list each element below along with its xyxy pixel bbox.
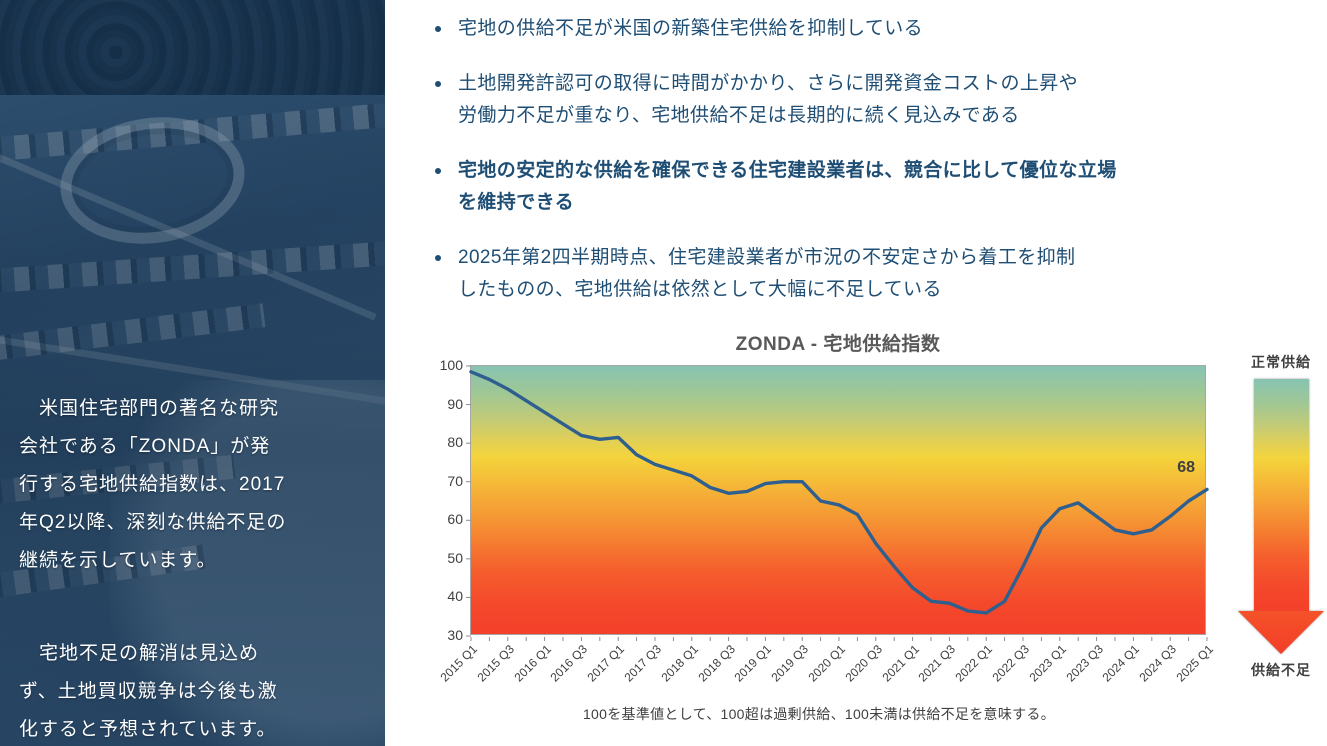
x-axis-label: 2017 Q3 bbox=[621, 642, 664, 685]
x-axis-label: 2015 Q1 bbox=[437, 642, 480, 685]
x-axis-label: 2022 Q1 bbox=[952, 642, 996, 685]
photo-blue-overlay bbox=[0, 0, 385, 746]
x-axis-label: 2025 Q1 bbox=[1173, 642, 1216, 685]
photo-treeline bbox=[0, 0, 385, 95]
x-axis-label: 2023 Q1 bbox=[1026, 642, 1069, 685]
main-content: 宅地の供給不足が米国の新築住宅供給を抑制している 土地開発許認可の取得に時間がか… bbox=[385, 0, 1327, 746]
bullet-icon bbox=[435, 81, 441, 87]
y-axis-label: 90 bbox=[447, 395, 463, 412]
x-axis-label: 2020 Q3 bbox=[842, 642, 885, 685]
end-value-label: 68 bbox=[1177, 459, 1195, 477]
y-axis-label: 30 bbox=[447, 627, 463, 643]
x-axis-label: 2024 Q1 bbox=[1099, 642, 1143, 685]
bullet-icon bbox=[435, 255, 441, 261]
bullet-text: 宅地の供給不足が米国の新築住宅供給を抑制している bbox=[458, 18, 924, 39]
bullet-list: 宅地の供給不足が米国の新築住宅供給を抑制している 土地開発許認可の取得に時間がか… bbox=[432, 13, 1327, 306]
photo-base bbox=[0, 0, 385, 746]
x-axis-label: 2017 Q1 bbox=[584, 642, 628, 685]
bullet-text: 宅地の安定的な供給を確保できる住宅建設業者は、競合に比して優位な立場 を維持でき… bbox=[458, 160, 1117, 213]
x-axis-label: 2024 Q3 bbox=[1136, 642, 1180, 685]
x-axis-labels: 2015 Q1 2015 Q3 2016 Q1 2016 Q3 2017 Q1 2017 … bbox=[437, 635, 1215, 693]
x-axis-label: 2020 Q1 bbox=[805, 642, 848, 685]
y-axis-label: 60 bbox=[447, 511, 463, 528]
bullet-text: 2025年第2四半期時点、住宅建設業者が市況の不安定さから着工を抑制 したものの… bbox=[458, 247, 1076, 300]
x-axis-label: 2018 Q1 bbox=[658, 642, 701, 685]
gradient-arrow-down bbox=[1238, 379, 1324, 654]
sidebar-paragraph-1: 米国住宅部門の著名な研究 会社である「ZONDA」が発 行する宅地供給指数は、2… bbox=[19, 398, 287, 571]
aerial-photo bbox=[0, 0, 385, 746]
y-axis-label: 100 bbox=[439, 357, 463, 373]
x-axis-label: 2019 Q1 bbox=[731, 642, 775, 685]
photo-open-field bbox=[110, 380, 385, 746]
bullet-item: 土地開発許認可の取得に時間がかかり、さらに開発資金コストの上昇や 労働力不足が重… bbox=[432, 68, 1327, 132]
y-axis-label: 80 bbox=[447, 434, 463, 451]
x-axis-label: 2019 Q3 bbox=[768, 642, 812, 685]
line-series bbox=[469, 370, 1209, 615]
x-axis-label: 2018 Q3 bbox=[695, 642, 738, 685]
x-axis-label: 2021 Q3 bbox=[915, 642, 959, 685]
x-axis-label: 2023 Q3 bbox=[1063, 642, 1106, 685]
chart-section: ZONDA - 宅地供給指数 100 90 80 70 60 50 40 30 68 2015… bbox=[432, 329, 1327, 724]
x-axis-label: 2016 Q3 bbox=[547, 642, 591, 685]
y-axis-label: 50 bbox=[447, 549, 463, 566]
legend-top-label: 正常供給 bbox=[1251, 354, 1311, 370]
supply-legend: 正常供給 供給不足 bbox=[1226, 329, 1327, 724]
chart-body: 100 90 80 70 60 50 40 30 68 bbox=[432, 357, 1222, 643]
x-axis-label: 2021 Q1 bbox=[879, 642, 922, 685]
line-chart-svg bbox=[466, 365, 1209, 641]
bullet-icon bbox=[435, 168, 441, 174]
sidebar-text: 米国住宅部門の著名な研究 会社である「ZONDA」が発 行する宅地供給指数は、2… bbox=[19, 352, 368, 746]
chart-title: ZONDA - 宅地供給指数 bbox=[735, 334, 941, 355]
bullet-text: 土地開発許認可の取得に時間がかかり、さらに開発資金コストの上昇や 労働力不足が重… bbox=[458, 73, 1079, 126]
x-axis-label: 2016 Q1 bbox=[511, 642, 554, 685]
sidebar: 米国住宅部門の著名な研究 会社である「ZONDA」が発 行する宅地供給指数は、2… bbox=[0, 0, 385, 746]
bullet-icon bbox=[435, 26, 441, 32]
y-axis-labels: 100 90 80 70 60 50 40 30 bbox=[432, 357, 470, 643]
x-axis-label: 2015 Q3 bbox=[474, 642, 517, 685]
chart: ZONDA - 宅地供給指数 100 90 80 70 60 50 40 30 68 2015… bbox=[432, 329, 1222, 724]
bullet-item: 宅地の安定的な供給を確保できる住宅建設業者は、競合に比して優位な立場 を維持でき… bbox=[432, 155, 1327, 219]
arrow-head-icon bbox=[1238, 611, 1324, 654]
bullet-item: 2025年第2四半期時点、住宅建設業者が市況の不安定さから着工を抑制 したものの… bbox=[432, 242, 1327, 306]
plot-area: 68 bbox=[466, 365, 1209, 641]
bullet-item: 宅地の供給不足が米国の新築住宅供給を抑制している bbox=[432, 13, 1327, 45]
chart-caption: 100を基準値として、100超は過剰供給、100未満は供給不足を意味する。 bbox=[582, 706, 1056, 722]
sidebar-paragraph-2: 宅地不足の解消は見込め ず、土地買収競争は今後も激 化すると予想されています。 bbox=[19, 643, 278, 740]
legend-bottom-label: 供給不足 bbox=[1251, 662, 1311, 678]
arrow-shaft bbox=[1253, 379, 1309, 612]
y-axis-label: 70 bbox=[447, 472, 463, 489]
x-axis-label: 2022 Q3 bbox=[989, 642, 1032, 685]
y-axis-label: 40 bbox=[447, 588, 463, 605]
